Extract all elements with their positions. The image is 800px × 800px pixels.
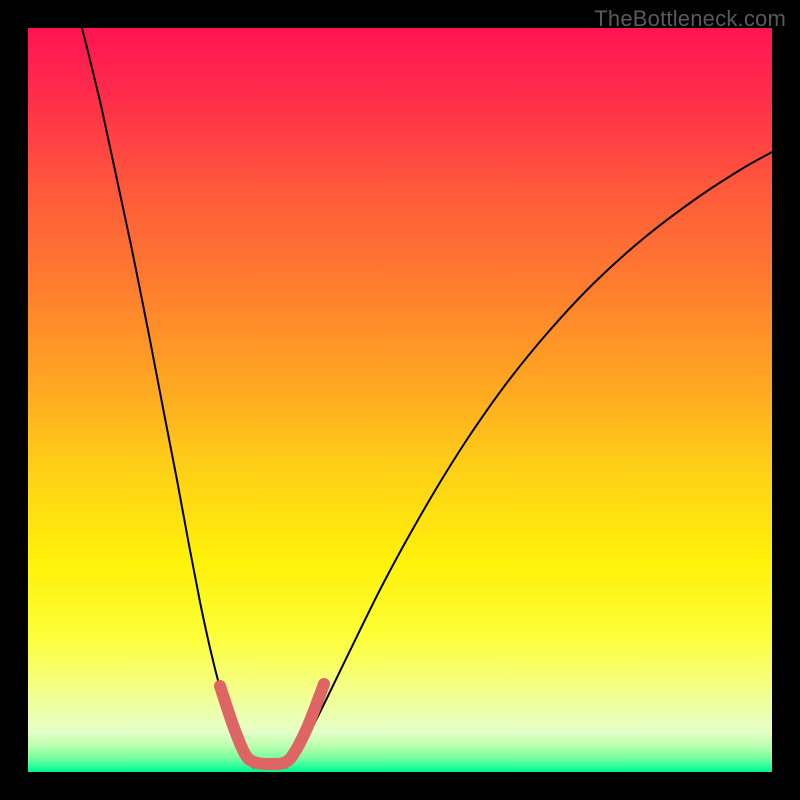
bottleneck-chart xyxy=(0,0,800,800)
chart-frame: TheBottleneck.com xyxy=(0,0,800,800)
plot-background xyxy=(28,28,772,772)
